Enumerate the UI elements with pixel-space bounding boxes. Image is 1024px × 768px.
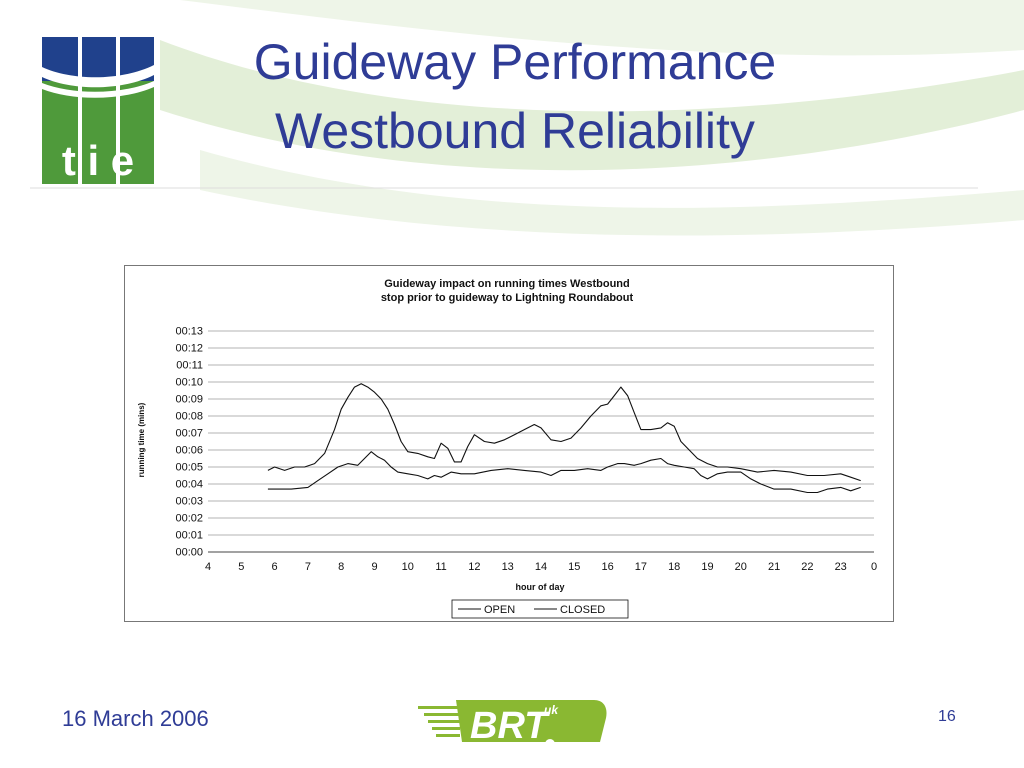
x-tick-label: 12 bbox=[468, 561, 480, 573]
slide-title-line-2: Westbound Reliability bbox=[275, 103, 755, 159]
brt-bus-shape bbox=[456, 700, 607, 742]
x-tick-label: 23 bbox=[835, 561, 847, 573]
chart: Guideway impact on running times Westbou… bbox=[124, 265, 894, 622]
x-tick-label: 14 bbox=[535, 561, 547, 573]
x-tick-label: 10 bbox=[402, 561, 414, 573]
tie-logo: t i e bbox=[42, 37, 154, 184]
y-axis-ticks: 00:00 00:01 00:02 00:03 00:04 00:05 00:06 00:07… bbox=[175, 326, 203, 559]
series-lines bbox=[267, 383, 861, 494]
x-tick-label: 4 bbox=[205, 561, 211, 573]
y-tick-label: 00:10 bbox=[175, 377, 203, 389]
x-tick-label: 8 bbox=[338, 561, 344, 573]
brt-logo-superscript: uk bbox=[544, 703, 559, 717]
brt-uk-logo: BRT uk bbox=[418, 700, 607, 749]
x-axis-label: hour of day bbox=[516, 582, 565, 592]
x-tick-label: 7 bbox=[305, 561, 311, 573]
background-swoosh bbox=[160, 40, 1024, 171]
background-swoosh bbox=[180, 0, 1024, 56]
chart-subtitle: stop prior to guideway to Lightning Roun… bbox=[381, 292, 634, 304]
legend-label-open: OPEN bbox=[484, 604, 515, 616]
x-tick-label: 22 bbox=[801, 561, 813, 573]
x-tick-label: 17 bbox=[635, 561, 647, 573]
background-swoosh bbox=[200, 150, 1024, 236]
x-tick-label: 15 bbox=[568, 561, 580, 573]
y-tick-label: 00:01 bbox=[175, 530, 203, 542]
y-axis-label: running time (mins) bbox=[137, 402, 146, 477]
brt-wheel bbox=[545, 739, 555, 749]
slide-title-line-1: Guideway Performance bbox=[253, 34, 777, 90]
y-tick-label: 00:02 bbox=[175, 513, 203, 525]
x-tick-label: 19 bbox=[701, 561, 713, 573]
y-tick-label: 00:05 bbox=[175, 462, 203, 474]
brt-speed-lines bbox=[418, 706, 460, 737]
x-tick-label: 11 bbox=[435, 561, 446, 573]
y-tick-label: 00:00 bbox=[175, 547, 203, 559]
x-tick-label: 18 bbox=[668, 561, 680, 573]
y-tick-label: 00:13 bbox=[175, 326, 203, 338]
brt-logo-text: BRT bbox=[470, 705, 550, 747]
y-tick-label: 00:06 bbox=[175, 445, 203, 457]
y-tick-label: 00:07 bbox=[175, 428, 203, 440]
series-line-open bbox=[267, 451, 861, 494]
y-tick-label: 00:08 bbox=[175, 411, 203, 423]
series-line-closed bbox=[267, 383, 861, 482]
chart-title: Guideway impact on running times Westbou… bbox=[384, 278, 629, 290]
x-tick-label: 9 bbox=[371, 561, 377, 573]
grid-lines bbox=[208, 330, 874, 553]
legend: OPEN CLOSED bbox=[451, 599, 629, 619]
y-tick-label: 00:03 bbox=[175, 496, 203, 508]
legend-label-closed: CLOSED bbox=[560, 604, 605, 616]
x-tick-label: 0 bbox=[871, 561, 877, 573]
x-tick-label: 13 bbox=[502, 561, 514, 573]
x-tick-label: 6 bbox=[272, 561, 278, 573]
slide-number: 16 bbox=[938, 708, 956, 725]
x-tick-label: 20 bbox=[735, 561, 747, 573]
x-axis-ticks: 4 5 6 7 8 9 10 11 12 13 14 15 16 17 18 19 20 21 22 23 0 bbox=[205, 561, 877, 573]
y-tick-label: 00:11 bbox=[176, 360, 203, 372]
y-tick-label: 00:09 bbox=[175, 394, 203, 406]
x-tick-label: 5 bbox=[238, 561, 244, 573]
x-tick-label: 21 bbox=[768, 561, 780, 573]
y-tick-label: 00:04 bbox=[175, 479, 203, 491]
y-tick-label: 00:12 bbox=[175, 343, 203, 355]
tie-logo-text: t i e bbox=[62, 137, 134, 184]
footer-date: 16 March 2006 bbox=[62, 706, 209, 731]
x-tick-label: 16 bbox=[601, 561, 613, 573]
chart-frame bbox=[124, 265, 894, 622]
